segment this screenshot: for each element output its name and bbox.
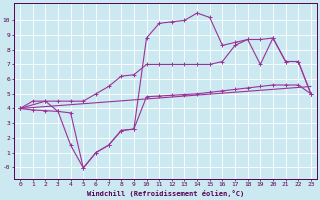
X-axis label: Windchill (Refroidissement éolien,°C): Windchill (Refroidissement éolien,°C) <box>87 190 244 197</box>
